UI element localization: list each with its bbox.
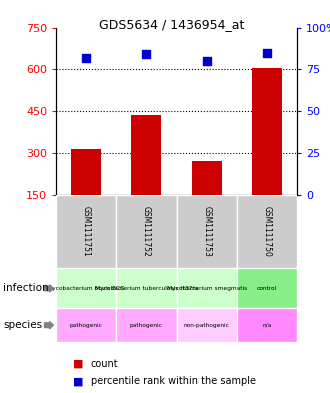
Text: infection: infection bbox=[3, 283, 49, 294]
Text: GSM1111753: GSM1111753 bbox=[202, 206, 211, 257]
Point bbox=[204, 58, 209, 64]
Text: GSM1111750: GSM1111750 bbox=[262, 206, 271, 257]
Text: species: species bbox=[3, 320, 43, 330]
Text: GSM1111752: GSM1111752 bbox=[142, 206, 151, 257]
Text: GDS5634 / 1436954_at: GDS5634 / 1436954_at bbox=[99, 18, 244, 31]
Point bbox=[144, 51, 149, 57]
Bar bbox=[177, 268, 237, 309]
Text: ■: ■ bbox=[73, 376, 83, 386]
Text: pathogenic: pathogenic bbox=[70, 323, 103, 328]
Text: GSM1111751: GSM1111751 bbox=[82, 206, 91, 257]
Point bbox=[264, 50, 270, 56]
Point bbox=[83, 55, 89, 61]
Bar bbox=[131, 115, 161, 195]
Bar bbox=[237, 195, 297, 268]
Bar bbox=[56, 268, 116, 309]
Bar bbox=[252, 68, 282, 195]
Text: Mycobacterium tuberculosis H37ra: Mycobacterium tuberculosis H37ra bbox=[95, 286, 198, 291]
Bar bbox=[192, 161, 222, 195]
Bar bbox=[177, 309, 237, 342]
Text: Mycobacterium bovis BCG: Mycobacterium bovis BCG bbox=[48, 286, 125, 291]
Text: Mycobacterium smegmatis: Mycobacterium smegmatis bbox=[167, 286, 247, 291]
Text: control: control bbox=[257, 286, 277, 291]
Bar bbox=[116, 195, 177, 268]
Text: n/a: n/a bbox=[262, 323, 272, 328]
Bar bbox=[56, 195, 116, 268]
Bar bbox=[177, 195, 237, 268]
Bar bbox=[116, 268, 177, 309]
Text: count: count bbox=[91, 358, 118, 369]
Bar bbox=[237, 309, 297, 342]
Bar bbox=[71, 149, 101, 195]
Bar bbox=[237, 268, 297, 309]
Text: percentile rank within the sample: percentile rank within the sample bbox=[91, 376, 256, 386]
Bar bbox=[56, 309, 116, 342]
Text: pathogenic: pathogenic bbox=[130, 323, 163, 328]
Bar bbox=[116, 309, 177, 342]
Text: non-pathogenic: non-pathogenic bbox=[184, 323, 230, 328]
Text: ■: ■ bbox=[73, 358, 83, 369]
